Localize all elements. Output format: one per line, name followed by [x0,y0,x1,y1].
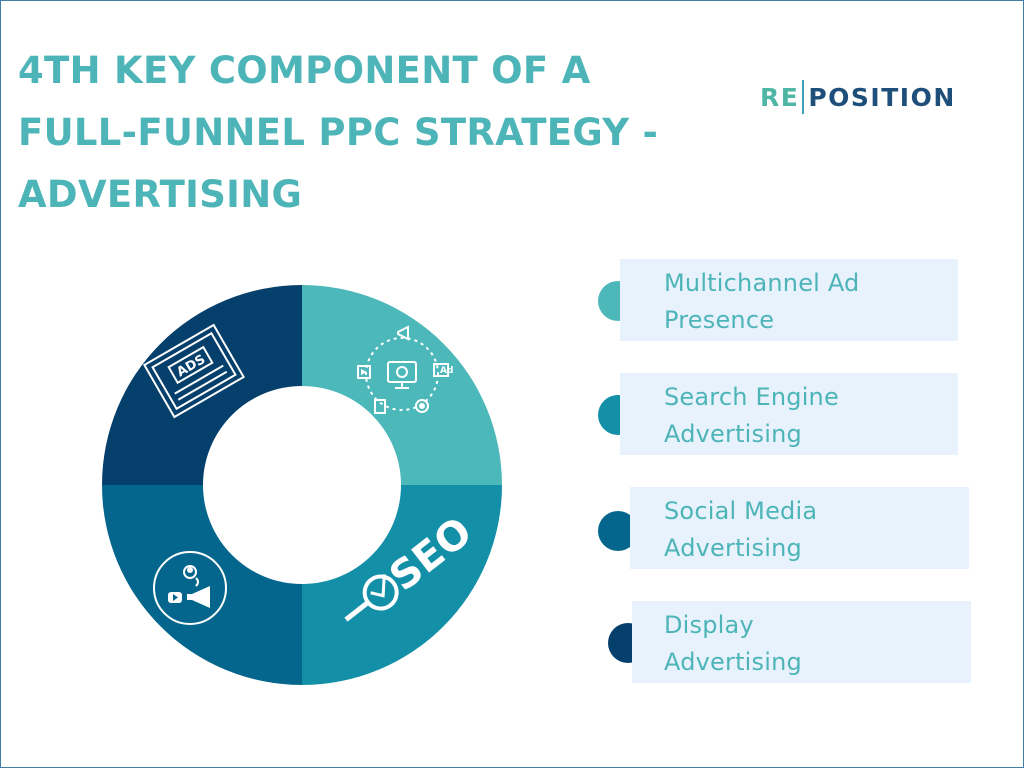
marketing-network-icon [357,325,449,414]
logo-divider [802,80,805,114]
title-line-3: ADVERTISING [18,173,303,216]
page-title: 4TH KEY COMPONENT OF A FULL-FUNNEL PPC S… [18,40,738,226]
item-label-line1: Multichannel Ad [664,269,860,297]
advertising-donut-diagram: Ad SEO ADS [102,285,502,685]
title-line-2: FULL-FUNNEL PPC STRATEGY - [18,111,659,154]
donut-segments [102,285,502,685]
logo-part-position: POSITION [808,82,956,112]
item-box-search-engine: Search Engine Advertising [620,373,958,455]
donut-segment-search-engine [302,485,502,685]
social-megaphone-icon [153,551,227,625]
item-box-social-media: Social Media Advertising [630,487,969,569]
item-box-display: Display Advertising [632,601,971,683]
item-label-line1: Search Engine [664,383,839,411]
item-box-multichannel: Multichannel Ad Presence [620,259,958,341]
item-label-line2: Presence [664,306,775,334]
brand-logo: RE POSITION [760,78,956,116]
title-line-1: 4TH KEY COMPONENT OF A [18,49,591,92]
item-label-line2: Advertising [664,648,802,676]
logo-part-re: RE [760,82,800,112]
item-label-line1: Social Media [664,497,818,525]
item-label-line2: Advertising [664,420,802,448]
donut-segment-social-media [102,485,302,685]
item-label-line2: Advertising [664,534,802,562]
ad-badge-text: Ad [440,366,453,376]
item-label-line1: Display [664,611,754,639]
